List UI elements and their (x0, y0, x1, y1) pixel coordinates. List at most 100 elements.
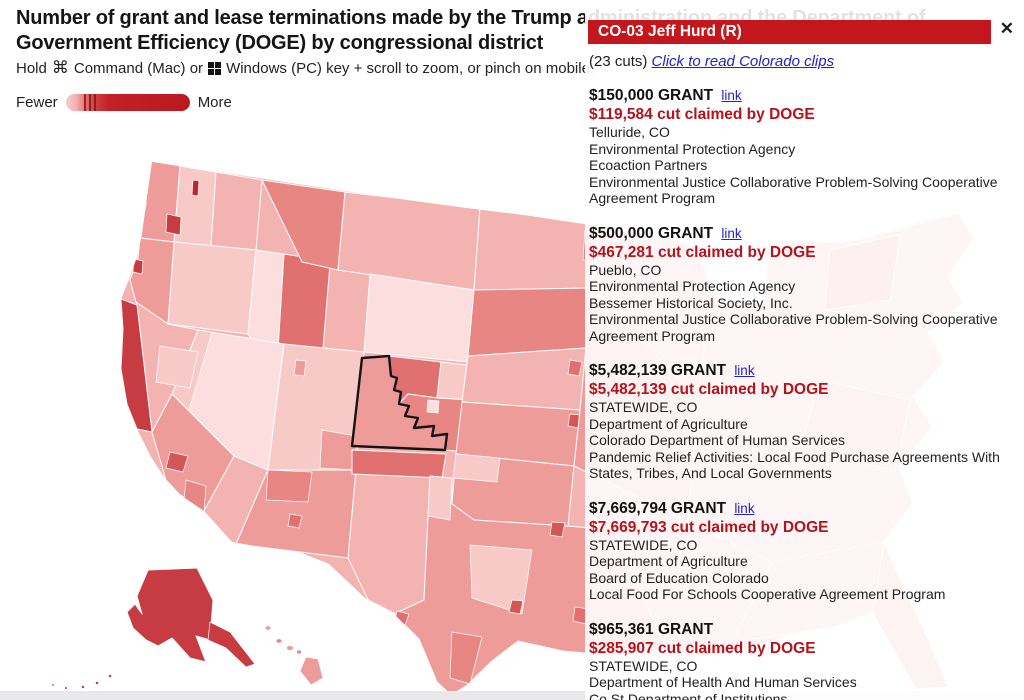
district-patch-ak-panhandle[interactable] (207, 621, 256, 668)
grant-detail: Environmental Protection Agency (589, 140, 796, 157)
grant-detail: STATEWIDE, CO (589, 657, 698, 674)
district-patch-az-north[interactable] (265, 469, 313, 503)
district-patch-az-phx[interactable] (287, 513, 303, 529)
district-detail-popup: CO-03 Jeff Hurd (R) ✕ (23 cuts) Click to… (585, 0, 1024, 700)
instruction-text-3: Windows (PC) key + scroll to zoom, or pi… (226, 60, 595, 77)
cuts-count: (23 cuts) (589, 53, 648, 70)
grant-amount: $500,000 GRANT (589, 224, 714, 242)
district-patch-ca-valley[interactable] (155, 345, 199, 389)
grant-amount: $7,669,794 GRANT (589, 499, 726, 517)
grant-detail: Ecoaction Partners (589, 157, 708, 173)
page-bottom-strip (0, 691, 1024, 700)
zoom-instructions: Hold ⌘ Command (Mac) or Windows (PC) key… (16, 58, 595, 78)
grant-detail: Local Food For Schools Cooperative Agree… (589, 586, 946, 602)
district-patch-ok-west[interactable] (452, 453, 501, 483)
grant-amount-line: $500,000 GRANT link (589, 224, 1018, 243)
district-patch-tx-dallas[interactable] (549, 521, 566, 538)
page-title-line2: Government Efficiency (DOGE) by congress… (16, 32, 544, 54)
district-patch-sd[interactable] (467, 287, 594, 357)
grant-detail: Department of Health And Human Services (589, 674, 857, 690)
legend-tick (84, 94, 86, 111)
grant-detail: Department of Agriculture (589, 553, 748, 569)
legend-more-label: More (197, 94, 232, 111)
district-patch-wy[interactable] (363, 273, 475, 363)
grant-detail: Agreement Program (589, 190, 716, 206)
grant-link[interactable]: link (734, 363, 755, 378)
grant-entry: $5,482,139 GRANT link $5,482,139 cut cla… (589, 361, 1018, 482)
grant-detail: Telluride, CO (589, 124, 670, 140)
district-patch-ca-la[interactable] (165, 451, 189, 473)
district-patch-hi-island[interactable] (264, 625, 272, 631)
cut-claimed: $285,907 cut claimed by DOGE (589, 639, 816, 657)
close-icon[interactable]: ✕ (999, 19, 1014, 38)
cut-claimed: $467,281 cut claimed by DOGE (589, 243, 816, 261)
district-patch-ak[interactable] (126, 567, 214, 663)
grant-amount: $965,361 GRANT (589, 620, 714, 638)
grant-detail: Environmental Justice Collaborative Prob… (589, 173, 998, 190)
grant-amount-line: $965,361 GRANT (589, 620, 1018, 639)
grant-entry: $500,000 GRANT link $467,281 cut claimed… (589, 224, 1018, 345)
district-patch-wa-east[interactable] (210, 171, 263, 251)
popup-district-title: CO-03 Jeff Hurd (R) (588, 20, 991, 44)
cut-claimed: $119,584 cut claimed by DOGE (589, 106, 815, 123)
grant-entry: $7,669,794 GRANT link $7,669,793 cut cla… (589, 499, 1018, 603)
grant-entries-list: $150,000 GRANT link $119,584 cut claimed… (589, 86, 1018, 700)
district-patch-tx-panhandle[interactable] (427, 475, 453, 521)
alaska-inset[interactable] (51, 567, 256, 690)
district-patch-wa-seattle[interactable] (191, 179, 200, 197)
district-patch-hi-island[interactable] (296, 649, 302, 655)
cuts-summary: (23 cuts) Click to read Colorado clips (589, 53, 1018, 70)
district-patch-ut-se[interactable] (319, 429, 357, 471)
command-key-icon: ⌘ (51, 58, 69, 78)
district-patch-hi-island[interactable] (275, 638, 283, 644)
grant-detail: States, Tribes, And Local Governments (589, 465, 832, 481)
legend-tick (94, 94, 96, 111)
district-patch-wa-coast[interactable] (165, 213, 182, 236)
district-patch-hi-bigisland[interactable] (299, 656, 324, 686)
hawaii-inset[interactable] (264, 625, 324, 686)
map-legend: Fewer More (16, 94, 232, 111)
colorado-clips-link[interactable]: Click to read Colorado clips (651, 53, 835, 70)
cut-claimed: $7,669,793 cut claimed by DOGE (589, 518, 829, 536)
grant-amount: $150,000 GRANT (589, 87, 714, 104)
district-patch-ne[interactable] (461, 347, 587, 411)
grant-entry: $150,000 GRANT link $119,584 cut claimed… (589, 86, 1018, 207)
grant-detail: Colorado Department of Human Services (589, 432, 846, 448)
grant-link[interactable]: link (721, 225, 742, 241)
grant-detail: STATEWIDE, CO (589, 536, 698, 553)
district-patch-nd[interactable] (473, 207, 601, 291)
grant-amount-line: $5,482,139 GRANT link (589, 361, 1018, 380)
grant-detail: Board of Education Colorado (589, 569, 769, 586)
grant-detail: Pandemic Relief Activities: Local Food P… (589, 448, 1000, 465)
cut-claimed: $5,482,139 cut claimed by DOGE (589, 381, 829, 398)
district-patch-tx-central[interactable] (469, 544, 533, 615)
district-patch-hi-island[interactable] (286, 645, 294, 651)
grant-detail: Agreement Program (589, 327, 716, 344)
district-patch-co-denver[interactable] (426, 399, 440, 414)
grant-detail: Pueblo, CO (589, 261, 662, 278)
instruction-text-1: Hold (16, 60, 47, 77)
district-patch-ca-sd[interactable] (183, 479, 207, 513)
grant-entry: $965,361 GRANT $285,907 cut claimed by D… (589, 620, 1018, 700)
grant-detail: Bessemer Historical Society, Inc. (589, 294, 793, 311)
district-patch-or-coast[interactable] (132, 258, 144, 275)
district-patch-ca-south[interactable] (151, 393, 235, 512)
grant-amount-line: $150,000 GRANT link (589, 86, 1018, 105)
legend-gradient-bar (65, 94, 190, 111)
grant-link[interactable]: link (734, 500, 755, 516)
grant-link[interactable]: link (721, 88, 742, 103)
district-patch-ne-omaha[interactable] (567, 359, 583, 377)
district-patch-ut-slc[interactable] (293, 359, 307, 377)
grant-amount-line: $7,669,794 GRANT link (589, 499, 1018, 518)
popup-header-row: CO-03 Jeff Hurd (R) ✕ (588, 20, 1016, 44)
grant-detail: Co St Department of Institutions (589, 690, 788, 700)
grant-detail: Department of Agriculture (589, 415, 748, 432)
instruction-text-2: Command (Mac) or (73, 60, 204, 77)
district-patch-nm-north[interactable] (351, 449, 447, 479)
ak-aleutian-island (64, 686, 68, 690)
district-patch-or-east[interactable] (167, 241, 257, 335)
selected-district-co-03[interactable] (350, 354, 449, 452)
grant-amount: $5,482,139 GRANT (589, 362, 726, 379)
district-patch-tx-austin[interactable] (508, 599, 524, 615)
